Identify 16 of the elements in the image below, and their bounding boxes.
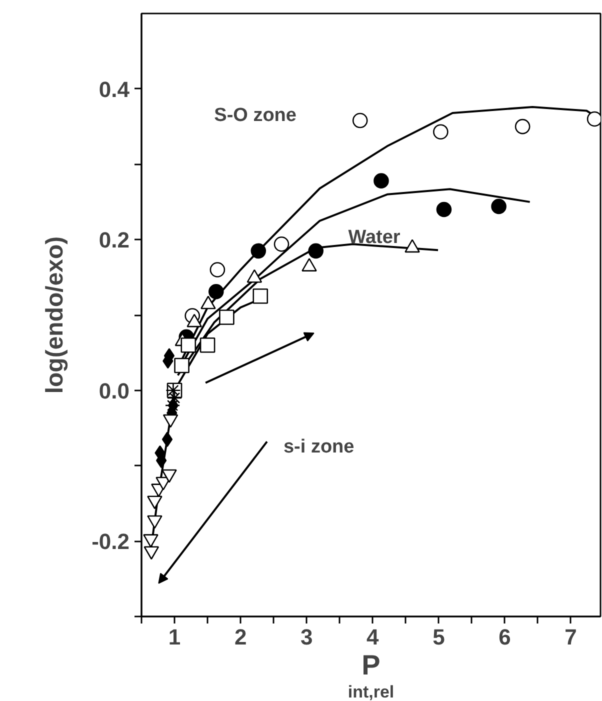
- x-tick-label: 4: [366, 624, 380, 650]
- annotation: S-O zone: [214, 104, 296, 126]
- x-tick-label: 2: [234, 624, 247, 650]
- y-tick-label: 0.0: [98, 378, 130, 404]
- x-tick-label: 1: [168, 624, 181, 650]
- x-axis-title: Pint,rel: [348, 650, 394, 701]
- y-axis-title: log(endo/exo): [42, 236, 69, 394]
- y-tick-label: 0.4: [98, 76, 130, 102]
- x-tick-label: 7: [564, 624, 577, 650]
- y-tick-label: 0.2: [98, 228, 130, 253]
- annotation: s-i zone: [283, 436, 354, 458]
- y-tick-label: -0.2: [92, 529, 130, 554]
- annotation: Water: [348, 226, 401, 248]
- x-tick-label: 3: [300, 624, 313, 650]
- x-tick-label: 5: [432, 624, 445, 650]
- x-tick-label: 6: [498, 624, 511, 650]
